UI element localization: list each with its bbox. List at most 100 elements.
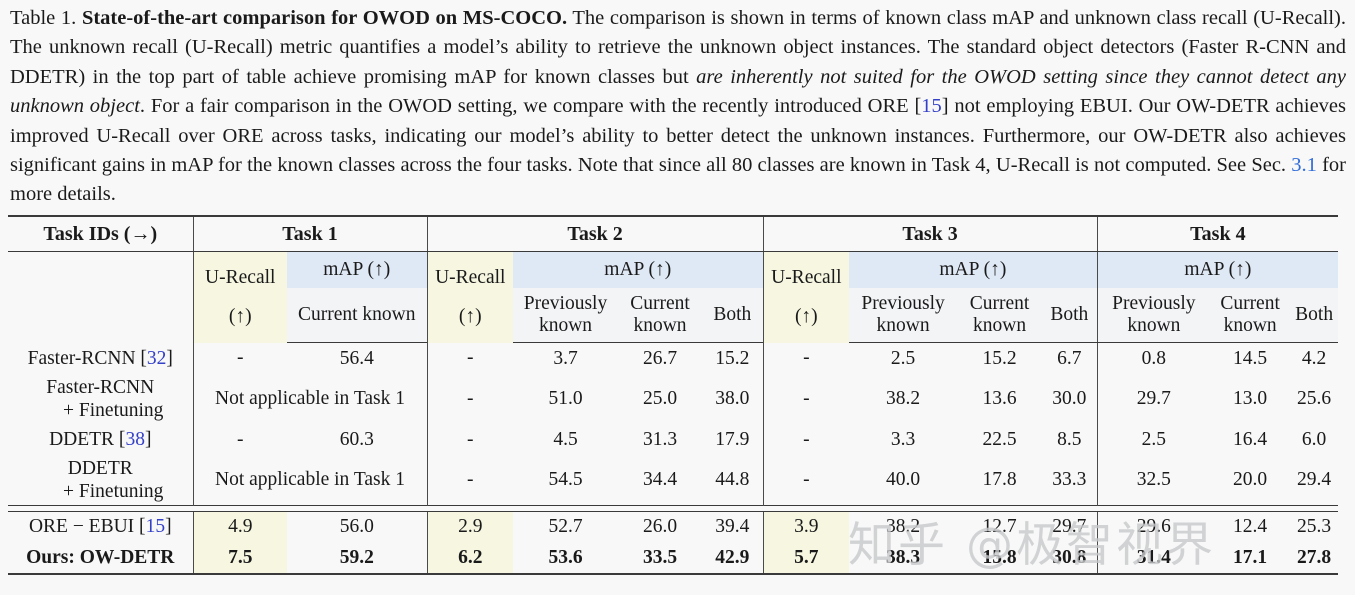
task-ids-header: Task IDs (→) (8, 216, 193, 252)
value-cell: 17.1 (1233, 546, 1268, 568)
value-cell: 4.9 (192, 511, 287, 542)
value-cell: - (192, 424, 287, 455)
task4-map-header: mAP (↑) (1096, 251, 1339, 288)
value-cell: 15.2 (715, 347, 750, 369)
value-cell: 12.7 (982, 516, 1017, 537)
value-cell: 15.2 (982, 347, 1017, 369)
bracket: ] (165, 516, 172, 538)
bracket: ] (166, 347, 173, 369)
table-row-ours-ow-detr: Ours: OW-DETR 7.5 59.2 6.2 53.6 33.5 42.… (8, 542, 1338, 574)
value-cell: - (762, 342, 850, 374)
value-cell: 25.3 (1297, 516, 1332, 537)
value-cell: 42.9 (715, 546, 750, 568)
citation-link-38[interactable]: 38 (125, 428, 145, 450)
value-cell: 8.5 (1057, 428, 1082, 450)
caption-body-3: ] not employing EBUI. Our OW-DETR achiev… (10, 95, 1346, 177)
value-cell: 25.6 (1297, 388, 1332, 409)
value-cell: - (426, 342, 514, 374)
caption-body-2: . For a fair comparison in the OWOD sett… (139, 95, 922, 118)
row-label: Ours: OW-DETR (26, 546, 175, 568)
up-arrow: (↑) (794, 306, 818, 328)
value-cell: 14.5 (1233, 347, 1268, 369)
table-row-faster-rcnn-finetuning: Faster-RCNN + Finetuning Not applicable … (8, 374, 1338, 424)
value-cell: 40.0 (886, 469, 921, 490)
citation-link-15[interactable]: 15 (921, 95, 942, 118)
value-cell: 3.9 (762, 511, 850, 542)
citation-link-15[interactable]: 15 (145, 516, 166, 538)
value-cell: 56.4 (339, 347, 374, 369)
task4-previously-known-header: Previously known (1096, 288, 1211, 343)
task3-previously-known-header: Previously known (849, 288, 958, 343)
u-recall-label: U-Recall (771, 266, 842, 288)
task4-current-known-header: Current known (1210, 288, 1291, 343)
value-cell: - (762, 424, 850, 455)
table-row-faster-rcnn: Faster-RCNN [32] - 56.4 - 3.7 26.7 15.2 … (8, 342, 1338, 375)
table-caption: Table 1. State-of-the-art comparison for… (10, 4, 1346, 210)
value-cell: 52.7 (548, 516, 583, 537)
value-cell: 29.7 (1052, 516, 1087, 537)
task-header-row: Task IDs (→) Task 1 Task 2 Task 3 Task 4 (8, 216, 1339, 252)
value-cell: - (426, 424, 514, 455)
value-cell: - (426, 374, 514, 424)
value-cell: 30.8 (1052, 546, 1087, 568)
value-cell: 3.3 (890, 428, 916, 450)
value-cell: 2.5 (890, 347, 916, 369)
value-cell: 38.2 (886, 516, 921, 537)
double-rule-separator (8, 505, 1339, 512)
task3-map-header: mAP (↑) (849, 251, 1098, 288)
task4-header: Task 4 (1096, 216, 1339, 252)
task3-u-recall-header: U-Recall (↑) (762, 251, 850, 343)
task4-both-header: Both (1290, 288, 1339, 343)
value-cell: 20.0 (1233, 469, 1268, 490)
task1-u-recall-header: U-Recall (↑) (192, 251, 287, 343)
metric-header-row: U-Recall (↑) mAP (↑) U-Recall (↑) mAP (↑… (8, 251, 1339, 343)
method-name-line2: + Finetuning (63, 400, 164, 421)
task2-map-header: mAP (↑) (513, 251, 764, 288)
caption-italic: are inherently not suited for the OWOD s… (10, 65, 1347, 118)
value-cell: 29.4 (1297, 469, 1332, 490)
value-cell: 2.9 (426, 511, 514, 542)
value-cell: 7.5 (192, 542, 287, 574)
value-cell: 33.3 (1052, 469, 1087, 490)
value-cell: 31.3 (642, 428, 678, 450)
value-cell: - (426, 455, 514, 506)
value-cell: 4.2 (1301, 347, 1327, 369)
citation-link-32[interactable]: 32 (146, 347, 167, 369)
value-cell: 17.8 (982, 469, 1017, 490)
method-name: Faster-RCNN (46, 376, 155, 398)
value-cell: - (762, 455, 850, 506)
empty-header-cell (8, 252, 193, 343)
caption-title: State-of-the-art comparison for OWOD on … (81, 7, 568, 29)
value-cell: 2.5 (1096, 424, 1211, 455)
value-cell: 59.2 (339, 546, 374, 568)
row-label: DDETR [38] (8, 424, 193, 455)
bracket: ] (144, 428, 152, 450)
value-cell: - (192, 342, 287, 374)
task2-current-known-header: Current known (618, 288, 703, 343)
value-cell: 38.3 (886, 546, 921, 568)
value-cell: 51.0 (548, 388, 583, 409)
method-name: Faster-RCNN [ (27, 347, 147, 369)
task2-both-header: Both (702, 288, 764, 343)
value-cell: 54.5 (548, 469, 583, 490)
task3-both-header: Both (1042, 288, 1098, 343)
value-cell: 26.0 (642, 516, 678, 537)
row-label: Faster-RCNN [32] (8, 343, 193, 375)
value-cell: 15.8 (982, 546, 1017, 568)
value-cell: 0.8 (1096, 342, 1211, 374)
value-cell: 16.4 (1233, 428, 1268, 450)
method-name: DDETR [ (49, 428, 126, 450)
row-label: ORE − EBUI [15] (8, 512, 193, 543)
up-arrow: (↑) (458, 306, 482, 328)
table-row-ddetr: DDETR [38] - 60.3 - 4.5 31.3 17.9 - 3.3 … (8, 424, 1338, 455)
value-cell: 17.9 (715, 428, 750, 450)
u-recall-label: U-Recall (205, 266, 276, 288)
task3-current-known-header: Current known (957, 288, 1043, 343)
value-cell: 56.0 (339, 516, 374, 537)
value-cell: 25.0 (642, 388, 678, 409)
value-cell: 27.8 (1297, 546, 1332, 568)
value-cell: 4.5 (553, 428, 578, 450)
section-link-3-1[interactable]: 3.1 (1291, 154, 1317, 177)
task3-header: Task 3 (762, 216, 1098, 252)
